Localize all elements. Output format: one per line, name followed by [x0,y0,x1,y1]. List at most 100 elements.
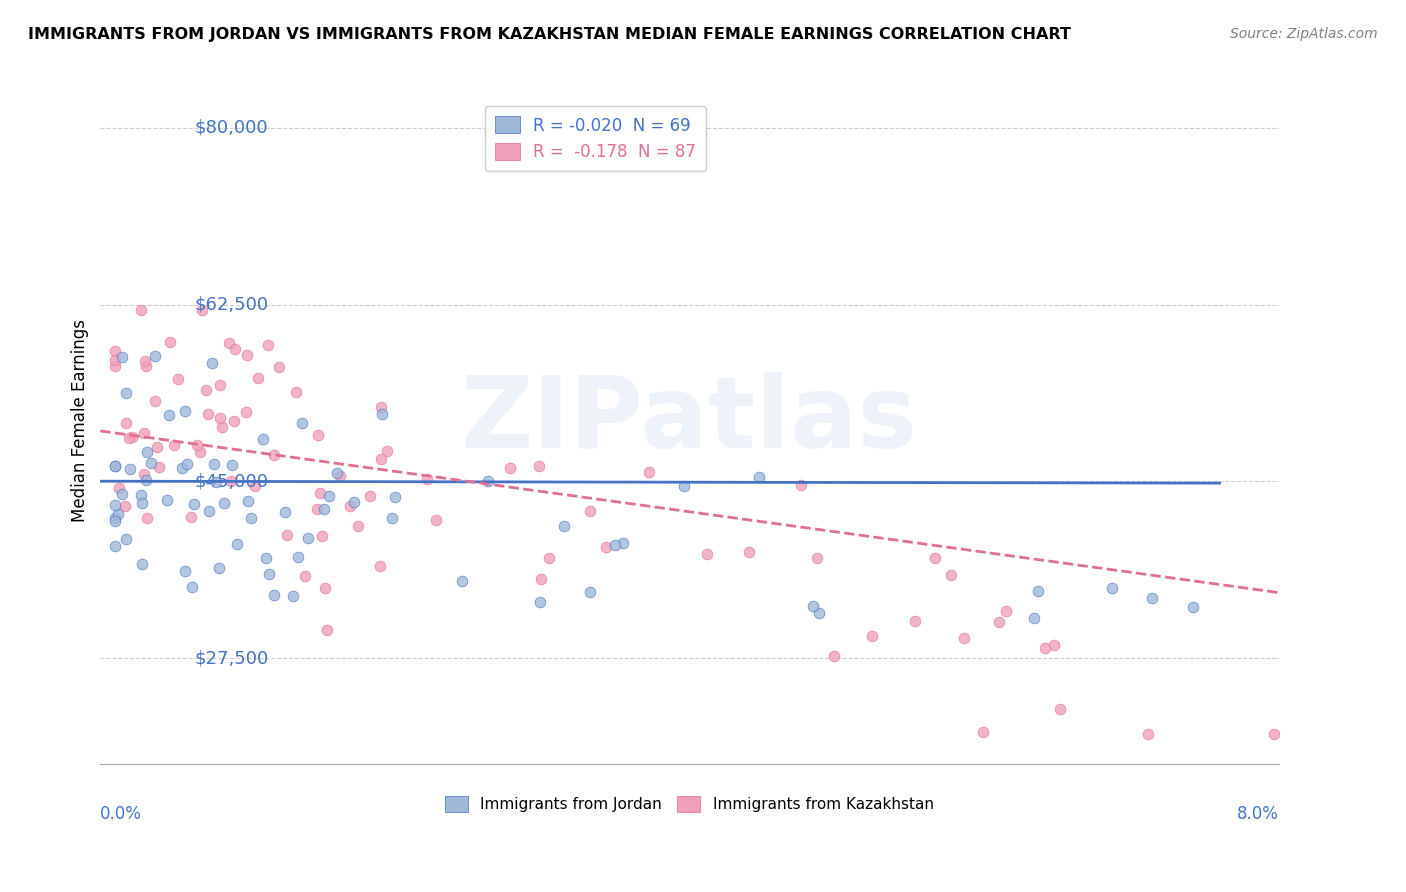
Point [1028,583,1050,598]
Point [988,615,1011,629]
Point [115,532,138,546]
Point [121,430,143,444]
Point [329,469,352,483]
Point [104,458,127,473]
Point [224,414,246,428]
Point [136,511,159,525]
Point [174,403,197,417]
Point [953,632,976,646]
Point [104,344,127,359]
Point [252,432,274,446]
Point [115,416,138,430]
Point [208,561,231,575]
Point [111,350,134,364]
Point [638,465,661,479]
Point [202,457,225,471]
Point [118,431,141,445]
Point [219,474,242,488]
Point [104,511,127,525]
Point [174,564,197,578]
Point [384,491,406,505]
Point [240,511,263,525]
Point [904,615,927,629]
Point [939,568,962,582]
Point [263,448,285,462]
Point [245,478,267,492]
Point [148,459,170,474]
Point [107,508,129,522]
Point [1101,582,1123,596]
Text: 0.0%: 0.0% [100,805,142,823]
Point [183,497,205,511]
Point [225,537,247,551]
Point [305,502,328,516]
Point [316,623,339,637]
Point [370,452,392,467]
Point [224,342,246,356]
Point [114,499,136,513]
Point [326,467,349,481]
Point [145,349,167,363]
Point [748,470,770,484]
Point [129,303,152,318]
Point [131,495,153,509]
Point [801,599,824,613]
Y-axis label: Median Female Earnings: Median Female Earnings [72,319,89,523]
Text: $62,500: $62,500 [194,296,269,314]
Point [291,416,314,430]
Point [274,505,297,519]
Point [107,481,129,495]
Point [205,475,228,490]
Point [281,589,304,603]
Point [790,477,813,491]
Point [416,472,439,486]
Point [499,460,522,475]
Point [1043,638,1066,652]
Point [529,458,551,473]
Point [176,458,198,472]
Point [146,440,169,454]
Point [381,511,404,525]
Point [197,504,219,518]
Point [235,405,257,419]
Point [191,302,214,317]
Point [156,492,179,507]
Point [823,648,845,663]
Point [318,489,340,503]
Point [194,383,217,397]
Point [808,606,831,620]
Point [359,489,381,503]
Text: 8.0%: 8.0% [1237,805,1278,823]
Text: $80,000: $80,000 [194,119,269,137]
Point [579,504,602,518]
Text: $45,000: $45,000 [194,473,269,491]
Point [529,595,551,609]
Point [738,545,761,559]
Point [131,557,153,571]
Point [135,359,157,373]
Point [135,445,157,459]
Point [696,547,718,561]
Text: ZIPatlas: ZIPatlas [461,372,918,469]
Point [180,509,202,524]
Point [236,348,259,362]
Point [346,519,368,533]
Point [530,573,553,587]
Point [1022,611,1045,625]
Point [209,378,232,392]
Point [605,538,627,552]
Point [254,551,277,566]
Point [104,499,127,513]
Point [1136,727,1159,741]
Point [297,531,319,545]
Point [1140,591,1163,606]
Point [135,473,157,487]
Point [370,401,392,415]
Point [1033,640,1056,655]
Legend: Immigrants from Jordan, Immigrants from Kazakhstan: Immigrants from Jordan, Immigrants from … [439,790,939,819]
Point [104,514,127,528]
Point [1278,727,1301,741]
Point [211,420,233,434]
Text: IMMIGRANTS FROM JORDAN VS IMMIGRANTS FROM KAZAKHSTAN MEDIAN FEMALE EARNINGS CORR: IMMIGRANTS FROM JORDAN VS IMMIGRANTS FRO… [28,27,1071,42]
Point [209,411,232,425]
